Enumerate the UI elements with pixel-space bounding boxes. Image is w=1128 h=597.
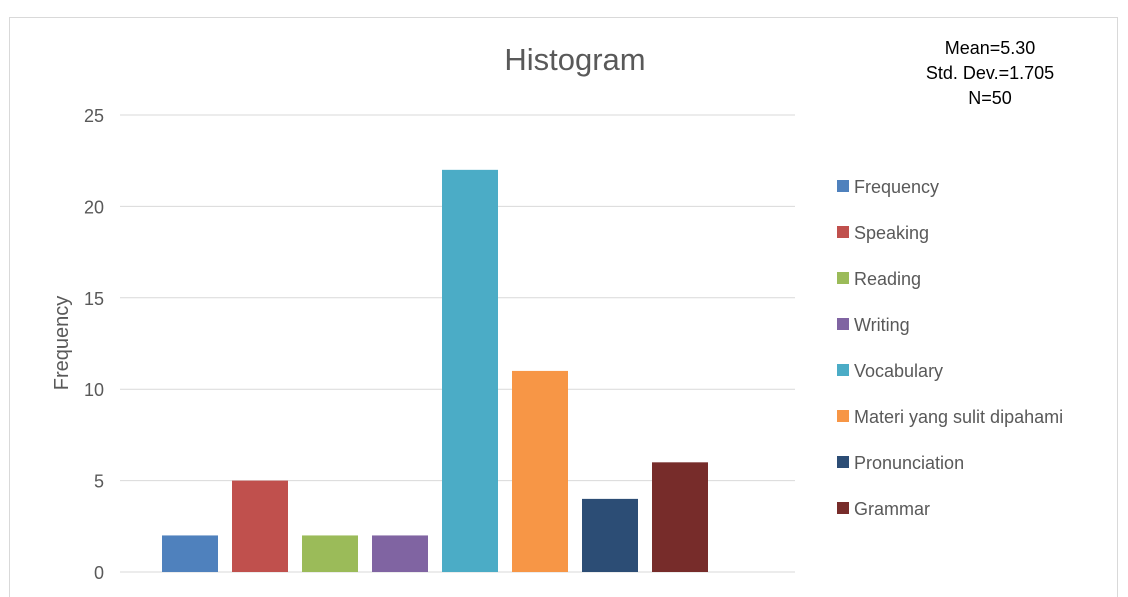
y-tick-label: 25 — [84, 106, 104, 126]
legend-swatch — [837, 272, 849, 284]
legend-label: Reading — [854, 269, 921, 289]
y-axis-label: Frequency — [51, 296, 73, 391]
y-axis-ticks: 0 5 10 15 20 25 — [84, 106, 104, 583]
bar-materi-yang-sulit-dipahami — [512, 371, 568, 572]
legend-swatch — [837, 502, 849, 514]
legend-label: Materi yang sulit dipahami — [854, 407, 1063, 427]
legend-label: Grammar — [854, 499, 930, 519]
stat-std-dev: Std. Dev.=1.705 — [900, 61, 1080, 86]
stat-mean: Mean=5.30 — [900, 36, 1080, 61]
stat-n: N=50 — [900, 86, 1080, 111]
legend-swatch — [837, 318, 849, 330]
bar-grammar — [652, 462, 708, 572]
legend-label: Writing — [854, 315, 910, 335]
bars — [162, 170, 708, 572]
bar-writing — [372, 535, 428, 572]
legend-swatch — [837, 226, 849, 238]
bar-frequency — [162, 535, 218, 572]
legend-label: Frequency — [854, 177, 939, 197]
y-tick-label: 0 — [94, 563, 104, 583]
summary-stats: Mean=5.30 Std. Dev.=1.705 N=50 — [900, 36, 1080, 111]
y-tick-label: 5 — [94, 472, 104, 492]
bar-pronunciation — [582, 499, 638, 572]
legend: Frequency Speaking Reading Writing Vocabular… — [837, 177, 1063, 519]
legend-swatch — [837, 410, 849, 422]
bar-vocabulary — [442, 170, 498, 572]
bar-speaking — [232, 481, 288, 572]
legend-swatch — [837, 364, 849, 376]
legend-label: Vocabulary — [854, 361, 943, 381]
legend-label: Pronunciation — [854, 453, 964, 473]
legend-label: Speaking — [854, 223, 929, 243]
legend-swatch — [837, 456, 849, 468]
y-tick-label: 20 — [84, 197, 104, 217]
y-tick-label: 15 — [84, 289, 104, 309]
bar-reading — [302, 535, 358, 572]
y-tick-label: 10 — [84, 380, 104, 400]
chart-title: Histogram — [504, 42, 645, 77]
legend-swatch — [837, 180, 849, 192]
